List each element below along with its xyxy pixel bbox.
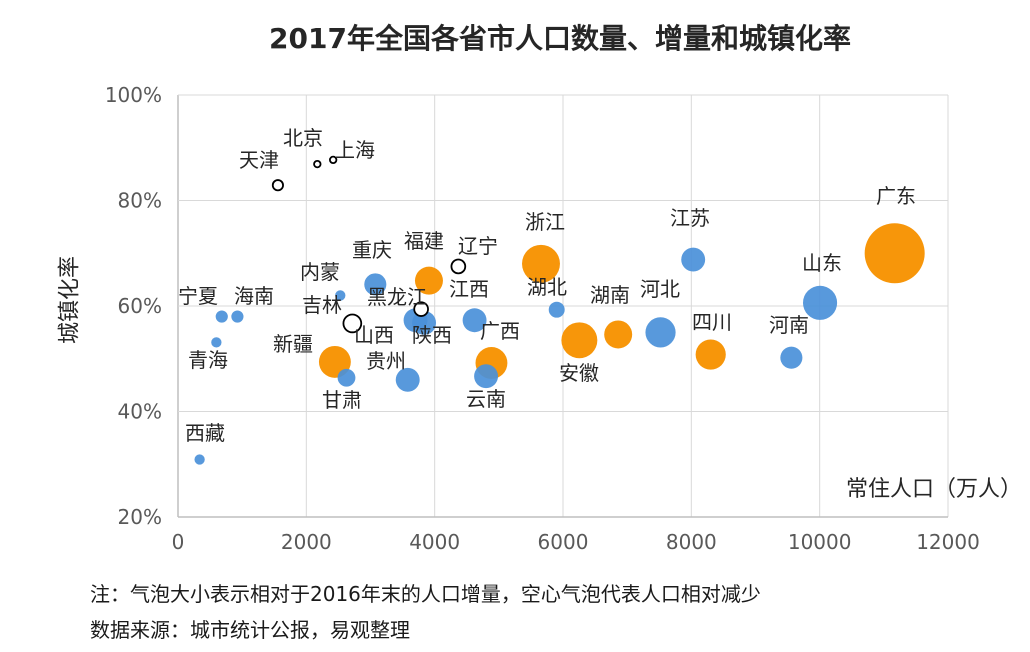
bubble (412, 310, 437, 335)
bubble (271, 179, 284, 192)
x-tick-label: 2000 (281, 530, 332, 554)
bubble (329, 155, 338, 165)
chart-title: 2017年全国各省市人口数量、增量和城镇化率 (269, 22, 851, 55)
y-tick-label: 40% (118, 400, 162, 424)
bubble-label: 黑龙江 (367, 285, 427, 309)
bubble (695, 339, 726, 370)
bubble-label: 重庆 (352, 238, 392, 262)
bubble (414, 266, 443, 295)
bubble-label: 山东 (802, 251, 842, 275)
bubble-label: 内蒙 (300, 260, 340, 284)
bubbles (194, 155, 925, 465)
y-tick-label: 20% (118, 505, 162, 529)
bubble-label: 广西 (480, 319, 520, 343)
bubble (645, 317, 676, 348)
bubble-label: 浙江 (525, 210, 565, 234)
tick-labels: 0 2000 4000 6000 8000 10000 12000 20% 40% 60% 80% 1… (105, 83, 980, 554)
bubble-label: 江苏 (670, 206, 710, 230)
bubble-label: 新疆 (273, 332, 313, 356)
bubble (474, 364, 499, 389)
bubble-label: 福建 (404, 229, 444, 253)
bubble-label: 上海 (335, 138, 375, 162)
bubble (522, 244, 560, 283)
bubble (681, 247, 706, 272)
bubble (364, 273, 387, 296)
x-tick-label: 8000 (666, 530, 717, 554)
bubble (337, 368, 356, 387)
bubble (413, 301, 429, 317)
bubble-label: 四川 (692, 310, 732, 334)
bubble-label: 天津 (239, 148, 279, 172)
x-tick-label: 4000 (409, 530, 460, 554)
bubble-label: 安徽 (559, 361, 599, 385)
bubble (604, 320, 633, 349)
bubble (211, 337, 222, 348)
bubble-label: 辽宁 (458, 234, 498, 258)
bubble-label: 宁夏 (178, 284, 218, 308)
y-tick-label: 80% (118, 189, 162, 213)
chart-note: 注：气泡大小表示相对于2016年末的人口增量，空心气泡代表人口相对减少 (90, 582, 761, 606)
bubble (864, 223, 925, 284)
bubble (561, 322, 598, 359)
bubble-label: 西藏 (185, 421, 225, 445)
bubble-label: 甘肃 (322, 388, 362, 412)
bubble-label: 湖南 (590, 283, 630, 307)
bubble-label: 吉林 (302, 293, 342, 317)
bubble (335, 290, 346, 301)
y-tick-label: 60% (118, 294, 162, 318)
bubble (395, 367, 420, 392)
bubble (313, 159, 322, 169)
bubble (194, 454, 205, 465)
bubble (450, 258, 467, 275)
x-tick-label: 10000 (788, 530, 852, 554)
bubble-label: 青海 (188, 348, 228, 372)
bubble-label: 河北 (640, 277, 680, 301)
bubble-label: 陕西 (412, 323, 452, 347)
bubble-label: 海南 (234, 284, 274, 308)
data-source: 数据来源：城市统计公报，易观整理 (90, 618, 410, 642)
x-tick-label: 6000 (538, 530, 589, 554)
bubble-label: 江西 (449, 277, 489, 301)
bubble-label: 河南 (769, 313, 809, 337)
bubble-label: 湖北 (527, 275, 567, 299)
bubble (462, 308, 487, 333)
bubble (231, 310, 244, 323)
bubble-label: 北京 (283, 126, 323, 150)
bubble (780, 346, 803, 369)
y-axis-title: 城镇化率 (58, 256, 83, 344)
bubble-label: 广东 (876, 184, 916, 208)
y-tick-label: 100% (105, 83, 162, 107)
bubble (548, 301, 565, 318)
bubble-label: 山西 (354, 323, 394, 347)
bubble (215, 310, 228, 323)
bubble (342, 313, 363, 334)
bubble (802, 285, 838, 320)
bubble-label: 贵州 (366, 349, 406, 373)
x-axis-title: 常住人口（万人） (846, 477, 1022, 502)
x-tick-label: 12000 (916, 530, 980, 554)
bubble-label: 云南 (466, 387, 506, 411)
x-tick-label: 0 (172, 530, 185, 554)
